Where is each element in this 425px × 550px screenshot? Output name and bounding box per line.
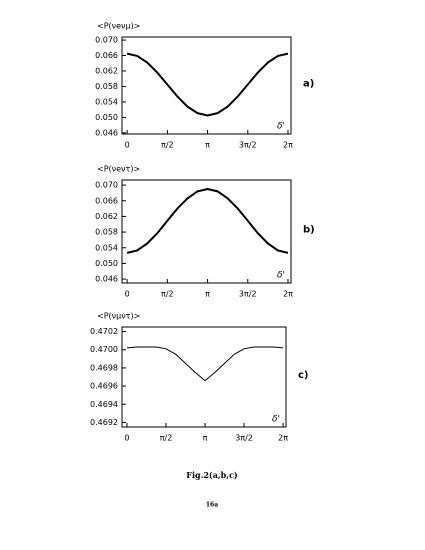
- x-tick-label: 3π/2: [239, 290, 257, 299]
- y-tick-label: 0.070: [95, 181, 118, 190]
- x-tick-label: 2π: [283, 141, 293, 150]
- plot-frame: [121, 36, 292, 135]
- y-axis-label: <P(νeνμ)>: [97, 22, 140, 31]
- y-tick-label: 0.050: [95, 113, 118, 122]
- y-tick-label: 0.4698: [90, 363, 118, 372]
- y-tick-label: 0.062: [95, 67, 118, 76]
- x-tick-label: 3π/2: [239, 141, 257, 150]
- panel-label: b): [303, 225, 315, 236]
- x-tick-label: π/2: [161, 290, 174, 299]
- y-tick-label: 0.066: [95, 196, 118, 205]
- panel-label: a): [303, 79, 314, 90]
- y-axis-label: <P(νeντ)>: [97, 165, 140, 174]
- y-tick-label: 0.058: [95, 82, 118, 91]
- x-axis-label: δ': [272, 415, 280, 425]
- x-tick-label: π: [203, 434, 208, 443]
- y-tick-label: 0.058: [95, 228, 118, 237]
- data-line: [126, 346, 284, 382]
- y-axis-label: <P(νμντ)>: [97, 312, 140, 321]
- y-tick-label: 0.4702: [90, 327, 118, 336]
- y-tick-label: 0.046: [95, 275, 118, 284]
- y-tick-label: 0.070: [95, 36, 118, 45]
- data-line: [126, 187, 289, 254]
- data-line: [126, 52, 289, 117]
- x-tick-label: π/2: [160, 434, 173, 443]
- y-tick-label: 0.066: [95, 51, 118, 60]
- caption: Fig.2(a,b,c): [186, 470, 238, 480]
- plot-frame: [121, 179, 292, 284]
- panel-label: c): [298, 370, 309, 381]
- y-tick-label: 0.054: [95, 97, 118, 106]
- x-tick-label: π/2: [161, 141, 174, 150]
- y-tick-label: 0.4694: [90, 400, 118, 409]
- x-axis-label: δ': [277, 271, 285, 281]
- y-tick-label: 0.4692: [90, 418, 118, 427]
- x-tick-label: 0: [125, 141, 130, 150]
- plot-frame: [121, 326, 287, 428]
- x-axis-label: δ': [277, 122, 285, 132]
- y-tick-label: 0.054: [95, 243, 118, 252]
- x-tick-label: 0: [125, 290, 130, 299]
- y-tick-label: 0.046: [95, 128, 118, 137]
- x-tick-label: 2π: [283, 290, 293, 299]
- y-tick-label: 0.4696: [90, 382, 118, 391]
- page-number: 16a: [206, 502, 218, 509]
- x-tick-label: 2π: [278, 434, 288, 443]
- y-tick-label: 0.062: [95, 212, 118, 221]
- x-tick-label: 3π/2: [235, 434, 253, 443]
- y-tick-label: 0.050: [95, 259, 118, 268]
- y-tick-label: 0.4700: [90, 345, 118, 354]
- x-tick-label: π: [205, 290, 210, 299]
- x-tick-label: π: [205, 141, 210, 150]
- x-tick-label: 0: [124, 434, 129, 443]
